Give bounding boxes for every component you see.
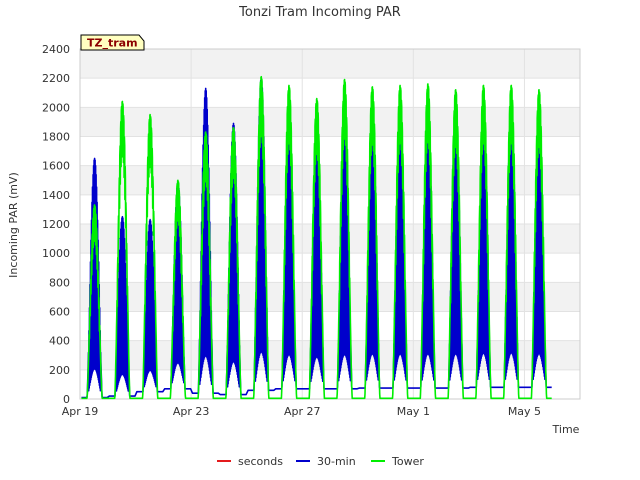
legend-label-seconds: seconds — [238, 455, 283, 468]
y-tick-label: 800 — [49, 276, 70, 289]
y-tick-label: 600 — [49, 306, 70, 319]
y-tick-label: 1000 — [42, 247, 70, 260]
x-axis-ticks: Apr 19 Apr 23 Apr 27 May 1 May 5 — [62, 405, 541, 418]
series-layer — [81, 75, 552, 400]
y-tick-label: 1800 — [42, 131, 70, 144]
legend: seconds 30-min Tower — [217, 455, 424, 468]
y-tick-label: 400 — [49, 335, 70, 348]
site-badge: TZ_tram — [80, 34, 145, 51]
x-tick-label: Apr 27 — [284, 405, 321, 418]
y-tick-label: 2400 — [42, 43, 70, 56]
y-axis-ticks: 0 200 400 600 800 1000 1200 1400 1600 1800 2000 220… — [42, 43, 70, 406]
y-tick-label: 1400 — [42, 189, 70, 202]
chart-title: Tonzi Tram Incoming PAR — [238, 5, 401, 20]
grid-band — [80, 165, 580, 195]
site-badge-text: TZ_tram — [87, 37, 138, 50]
grid-bands — [80, 49, 580, 370]
y-tick-label: 2200 — [42, 72, 70, 85]
grid-band — [80, 282, 580, 312]
site-badge-box — [80, 34, 145, 51]
grid-band — [80, 49, 580, 79]
y-tick-label: 200 — [49, 364, 70, 377]
x-tick-label: Apr 19 — [62, 405, 99, 418]
y-tick-label: 1600 — [42, 160, 70, 173]
y-tick-label: 0 — [63, 393, 70, 406]
x-tick-label: May 1 — [397, 405, 430, 418]
x-axis-label: Time — [552, 423, 580, 436]
y-tick-label: 1200 — [42, 218, 70, 231]
y-tick-label: 2000 — [42, 101, 70, 114]
grid-band — [80, 224, 580, 254]
x-tick-label: Apr 23 — [173, 405, 210, 418]
x-tick-label: May 5 — [508, 405, 541, 418]
legend-label-thirty_min: 30-min — [317, 455, 356, 468]
legend-label-tower: Tower — [391, 455, 424, 468]
grid-band — [80, 340, 580, 370]
grid-band — [80, 107, 580, 137]
series-line-tower — [81, 75, 552, 400]
y-axis-label: Incoming PAR (mV) — [7, 172, 20, 278]
